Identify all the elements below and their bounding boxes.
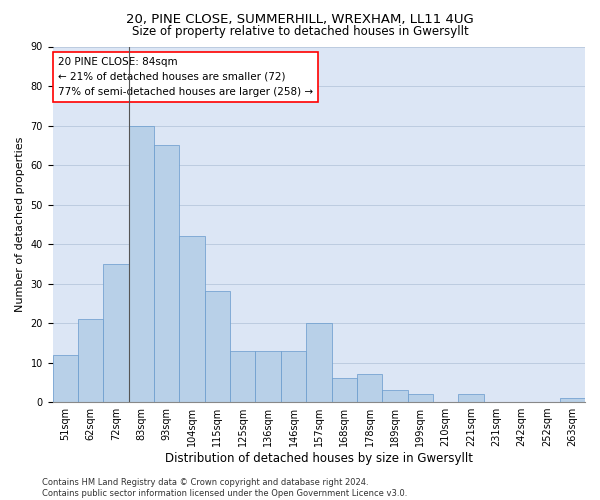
Bar — [256, 350, 281, 402]
Text: 20, PINE CLOSE, SUMMERHILL, WREXHAM, LL11 4UG: 20, PINE CLOSE, SUMMERHILL, WREXHAM, LL1… — [126, 12, 474, 26]
Bar — [179, 236, 205, 402]
Bar — [332, 378, 357, 402]
Bar — [382, 390, 407, 402]
Text: 20 PINE CLOSE: 84sqm
← 21% of detached houses are smaller (72)
77% of semi-detac: 20 PINE CLOSE: 84sqm ← 21% of detached h… — [58, 57, 313, 97]
Bar — [306, 323, 332, 402]
Bar — [205, 292, 230, 402]
Bar — [103, 264, 129, 402]
Bar — [458, 394, 484, 402]
Bar — [154, 146, 179, 402]
Bar — [78, 319, 103, 402]
Bar — [407, 394, 433, 402]
Bar — [129, 126, 154, 402]
Bar — [230, 350, 256, 402]
Text: Contains HM Land Registry data © Crown copyright and database right 2024.
Contai: Contains HM Land Registry data © Crown c… — [42, 478, 407, 498]
Y-axis label: Number of detached properties: Number of detached properties — [15, 136, 25, 312]
Text: Size of property relative to detached houses in Gwersyllt: Size of property relative to detached ho… — [131, 25, 469, 38]
Bar — [281, 350, 306, 402]
Bar — [357, 374, 382, 402]
X-axis label: Distribution of detached houses by size in Gwersyllt: Distribution of detached houses by size … — [165, 452, 473, 465]
Bar — [560, 398, 585, 402]
Bar — [53, 354, 78, 402]
